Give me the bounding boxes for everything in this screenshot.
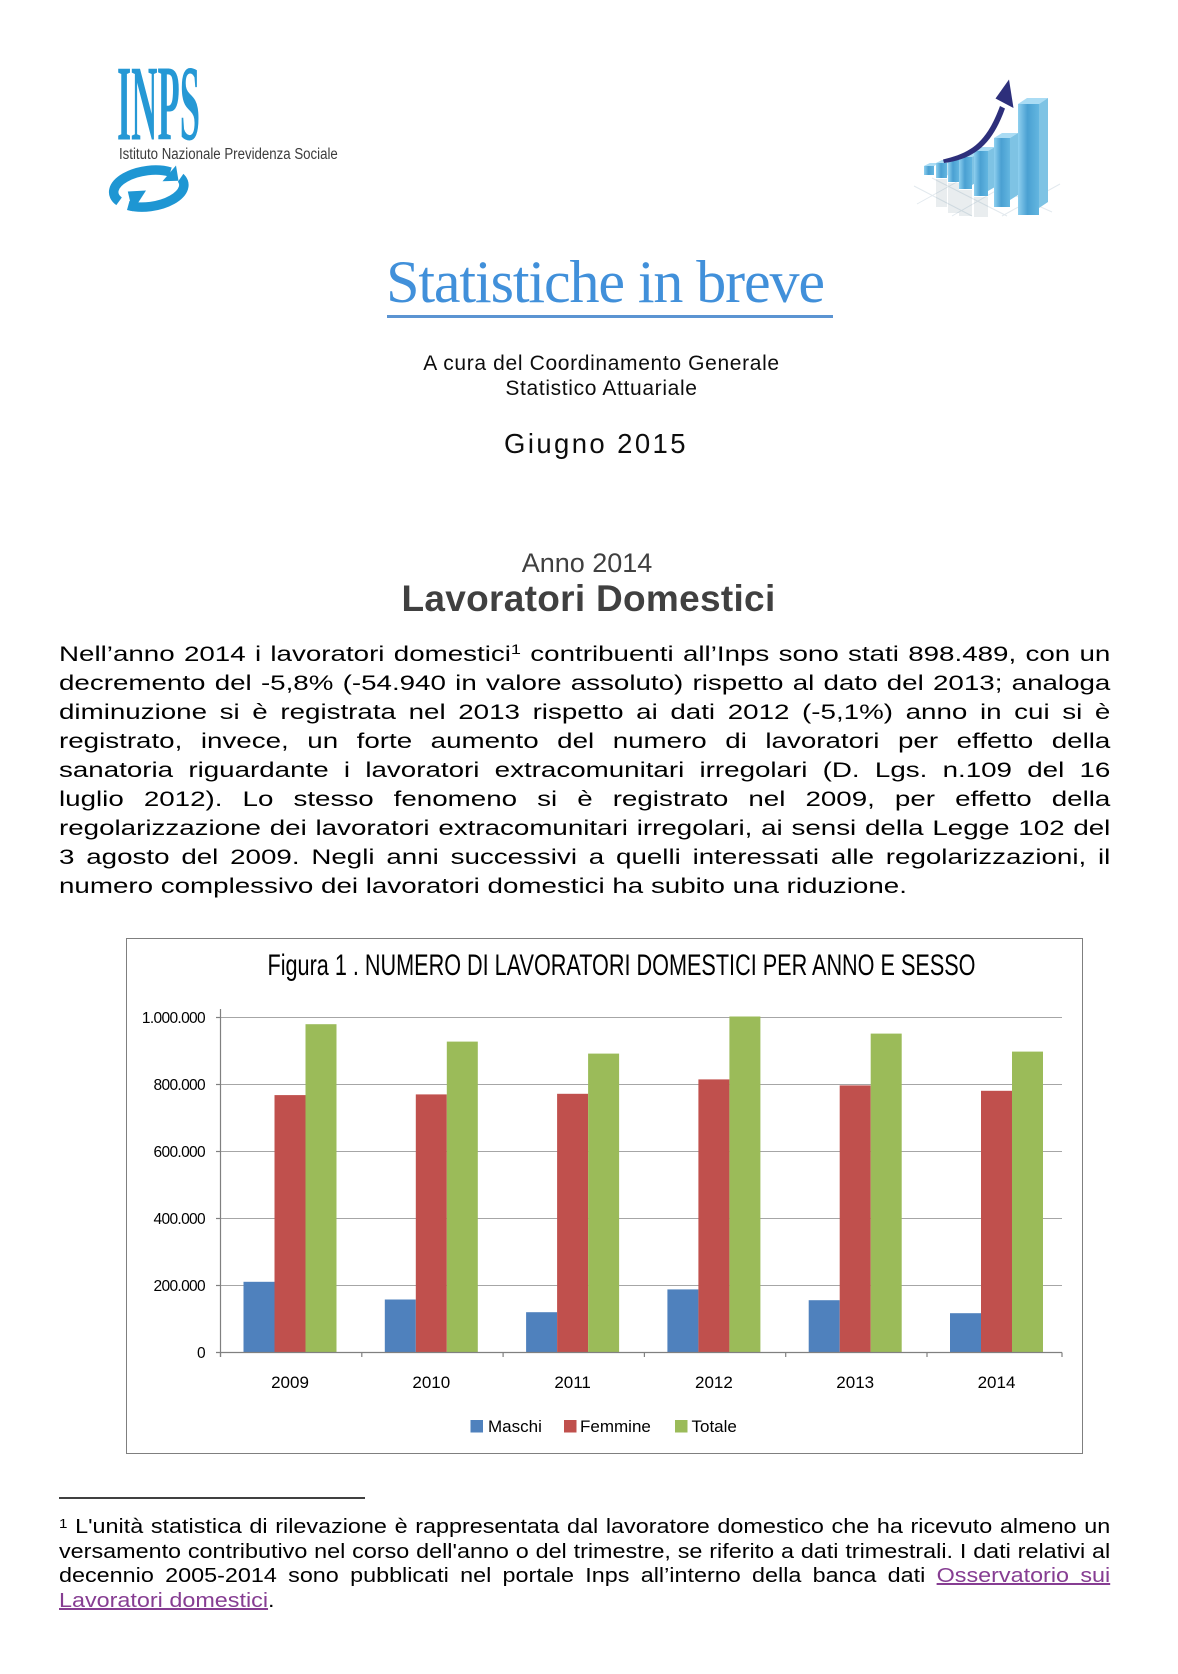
svg-text:Totale: Totale (692, 1417, 737, 1436)
svg-text:400.000: 400.000 (154, 1211, 207, 1228)
svg-text:2010: 2010 (412, 1373, 450, 1392)
svg-text:2009: 2009 (271, 1373, 309, 1392)
svg-text:Maschi: Maschi (488, 1417, 542, 1436)
svg-text:200.000: 200.000 (154, 1278, 207, 1295)
svg-text:1.000.000: 1.000.000 (142, 1010, 206, 1027)
svg-text:2012: 2012 (695, 1373, 733, 1392)
svg-text:INPS: INPS (117, 62, 200, 152)
svg-text:2014: 2014 (978, 1373, 1016, 1392)
svg-text:Femmine: Femmine (580, 1417, 651, 1436)
svg-text:Figura 1 . NUMERO DI LAVORATOR: Figura 1 . NUMERO DI LAVORATORI DOMESTIC… (268, 949, 976, 982)
svg-text:0: 0 (197, 1345, 206, 1362)
svg-text:600.000: 600.000 (154, 1144, 207, 1161)
svg-text:2013: 2013 (836, 1373, 874, 1392)
svg-text:800.000: 800.000 (154, 1077, 207, 1094)
svg-text:2011: 2011 (554, 1373, 591, 1392)
